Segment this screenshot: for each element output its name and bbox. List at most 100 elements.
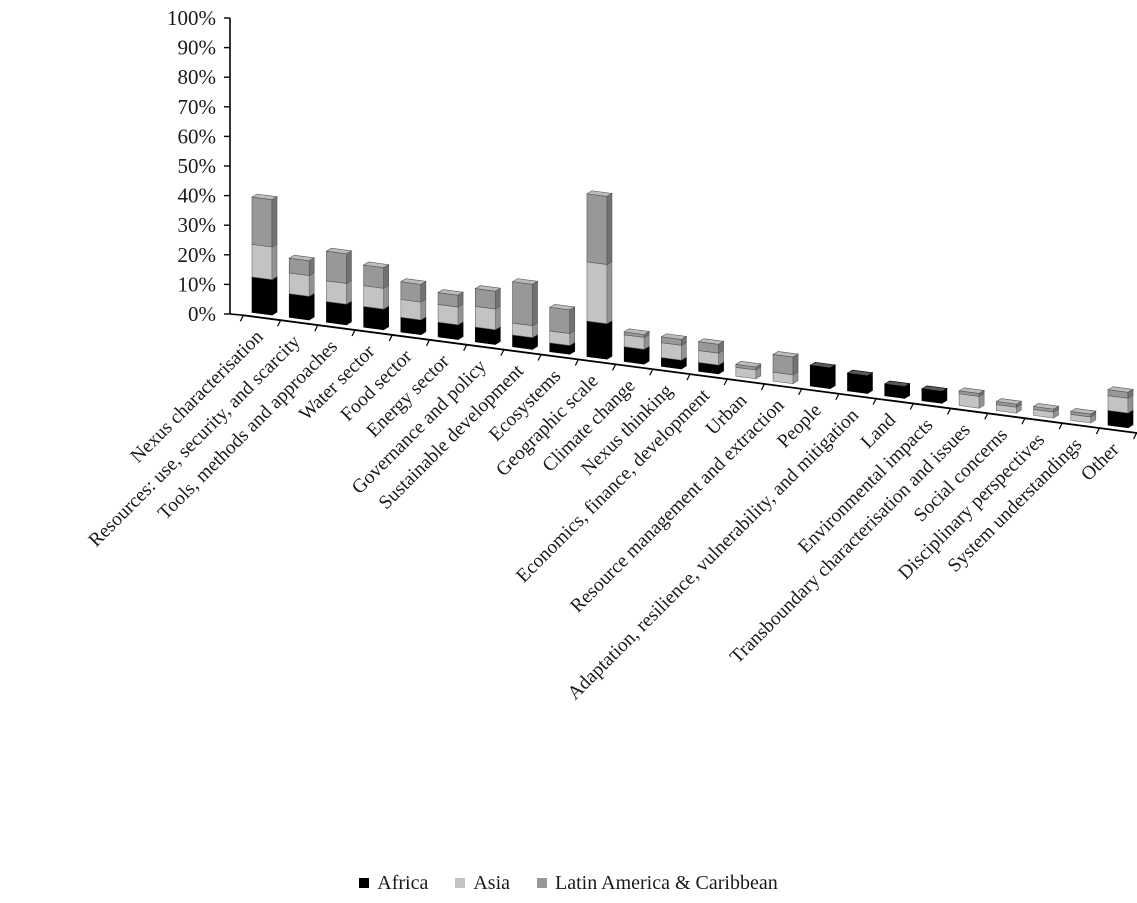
y-tick-label: 20%: [178, 243, 217, 267]
x-tick-mark: [537, 354, 542, 361]
x-tick-mark: [1095, 427, 1100, 435]
x-tick-mark: [835, 393, 840, 401]
bar-top-cap: [846, 369, 874, 377]
legend-item-africa: Africa: [359, 872, 428, 895]
bar-side-face: [606, 320, 613, 360]
bar-side-face: [383, 284, 389, 310]
bar-top-cap: [623, 328, 651, 335]
bar-side-face: [346, 279, 352, 305]
x-tick-mark: [612, 364, 617, 371]
bar-top-cap: [921, 385, 948, 392]
y-tick-label: 100%: [167, 6, 216, 30]
legend-label-latin-america: Latin America & Caribbean: [555, 872, 778, 894]
legend-label-asia: Asia: [473, 872, 511, 894]
category-label: Resources: use, security, and scarcity: [85, 331, 305, 551]
bar-top-cap: [548, 303, 576, 311]
bar-segment-africa: [623, 346, 645, 365]
bar-segment-africa: [437, 321, 459, 340]
bar-top-cap: [1069, 408, 1097, 415]
bar-side-face: [495, 305, 501, 331]
bar-segment-asia: [475, 305, 496, 331]
bar-segment-latin-america-caribbean: [475, 288, 496, 310]
legend-item-latin-america: Latin America & Caribbean: [537, 872, 778, 895]
legend-item-asia: Asia: [455, 872, 510, 895]
x-tick-mark: [649, 368, 654, 376]
bar-side-face: [308, 272, 315, 297]
bar-segment-asia: [1107, 395, 1129, 414]
bar-side-face: [495, 287, 501, 310]
bar-top-cap: [1032, 403, 1060, 410]
bar-segment-africa: [847, 372, 868, 394]
x-tick-mark: [686, 373, 691, 381]
bar-top-cap: [399, 278, 427, 285]
bar-top-cap: [995, 398, 1023, 405]
bar-side-face: [383, 305, 389, 331]
bar-top-cap: [511, 278, 539, 285]
bar-top-cap: [288, 254, 316, 262]
bar-segment-latin-america-caribbean: [288, 257, 310, 276]
x-tick-mark: [239, 315, 244, 322]
bar-side-face: [420, 298, 427, 321]
legend-label-africa: Africa: [377, 872, 429, 894]
x-tick-mark: [946, 408, 952, 415]
bar-top-cap: [734, 361, 762, 368]
bar-segment-africa: [326, 301, 347, 326]
bar-segment-latin-america-caribbean: [512, 281, 533, 327]
x-tick-mark: [909, 403, 914, 410]
axis-corner: [229, 313, 242, 316]
bar-side-face: [271, 276, 278, 316]
bar-top-cap: [883, 380, 911, 387]
bar-top-cap: [362, 261, 390, 268]
x-tick-mark: [277, 319, 282, 327]
bar-side-face: [792, 353, 799, 376]
legend-swatch-asia: [455, 878, 466, 888]
legend-swatch-latin-america: [537, 878, 548, 888]
bar-segment-latin-america-caribbean: [363, 264, 384, 289]
bar-segment-asia: [363, 285, 384, 310]
bar-top-cap: [697, 338, 725, 345]
x-tick-mark: [388, 334, 393, 342]
y-tick-label: 60%: [178, 124, 217, 148]
bar-top-cap: [809, 361, 837, 369]
bar-segment-latin-america-caribbean: [326, 250, 347, 284]
category-label: Tools, methods and approaches: [154, 336, 342, 524]
bar-side-face: [420, 280, 427, 303]
bar-segment-africa: [363, 306, 384, 331]
x-tick-mark: [314, 324, 319, 332]
bar-side-face: [829, 364, 836, 390]
bar-segment-asia: [326, 280, 347, 305]
bar-segment-africa: [251, 276, 273, 316]
bar-top-cap: [660, 333, 688, 340]
bar-segment-latin-america-caribbean: [549, 306, 571, 334]
axis-layer: 0% 10% 20% 30% 40% 50% 60% 70% 80% 90% 100%: [167, 6, 1137, 440]
x-tick-mark: [425, 339, 431, 347]
bar-side-face: [606, 192, 613, 266]
category-label: Other: [1077, 439, 1124, 486]
x-tick-mark: [574, 359, 579, 366]
bar-segment-asia: [288, 272, 310, 297]
bar-side-face: [346, 300, 352, 326]
bar-segment-latin-america-caribbean: [586, 193, 608, 265]
x-tick-mark: [463, 344, 468, 351]
bar-segment-asia: [400, 299, 422, 321]
bar-side-face: [383, 264, 389, 289]
bar-segment-latin-america-caribbean: [772, 354, 794, 376]
bar-segment-africa: [1107, 410, 1129, 429]
bar-segment-africa: [475, 326, 496, 345]
legend: Africa Asia Latin America & Caribbean: [0, 872, 1137, 895]
x-tick-mark: [872, 398, 877, 405]
y-tick-label: 10%: [178, 272, 217, 296]
y-tick-label: 80%: [178, 65, 217, 89]
bar-top-cap: [325, 247, 353, 255]
bar-top-cap: [251, 193, 278, 200]
bar-segment-asia: [661, 342, 682, 361]
bar-segment-africa: [400, 316, 422, 336]
bar-segment-asia: [251, 244, 273, 280]
bar-segment-africa: [809, 364, 831, 389]
bar-side-face: [271, 196, 278, 248]
bar-top-cap: [958, 387, 986, 394]
x-tick-mark: [760, 383, 765, 391]
bar-side-face: [308, 292, 315, 321]
x-tick-mark: [1021, 417, 1026, 425]
